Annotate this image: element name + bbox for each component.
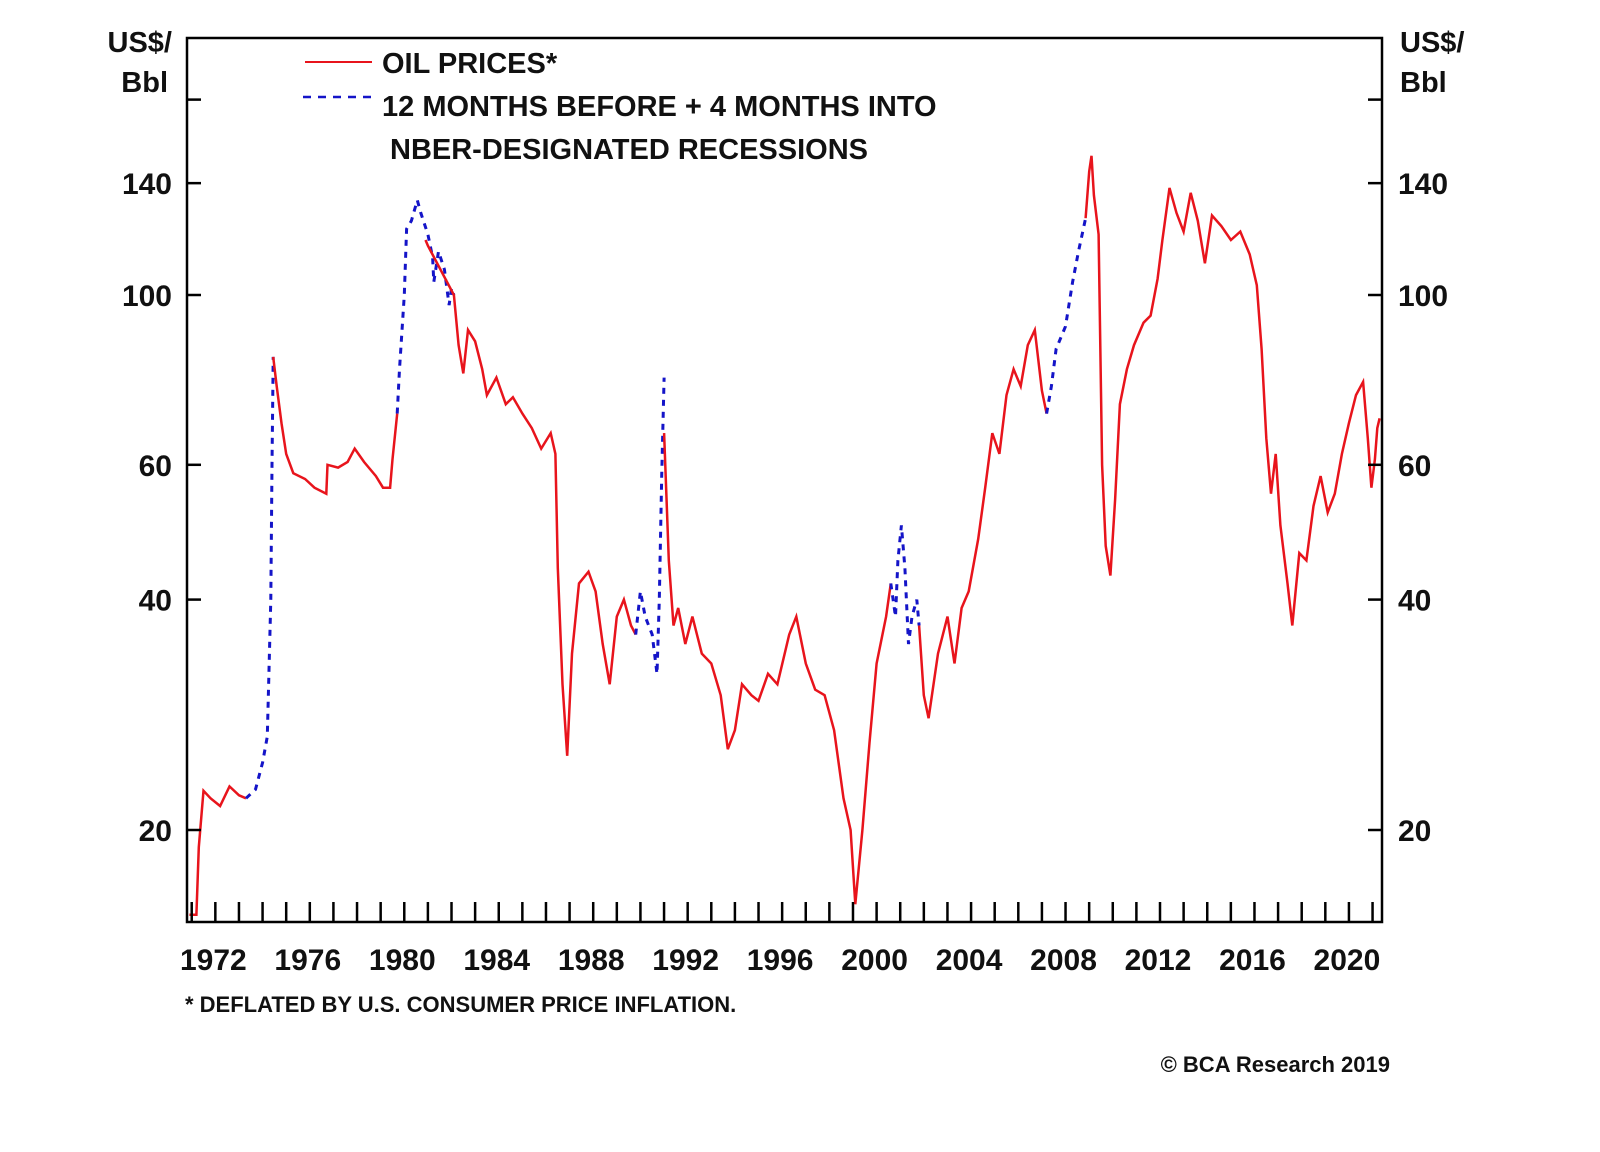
legend: OIL PRICES* 12 MONTHS BEFORE + 4 MONTHS …	[303, 48, 937, 166]
recession-series-segment	[889, 525, 921, 645]
source-credit: © BCA Research 2019	[1161, 1052, 1390, 1077]
oil-price-series-segment	[1084, 155, 1381, 626]
oil-price-series-segment	[424, 239, 637, 756]
y-tick-label-right: 60	[1398, 450, 1431, 483]
oil-price-series-segment	[662, 433, 893, 905]
x-tick-label: 1972	[180, 944, 247, 977]
x-tick-label: 1980	[369, 944, 436, 977]
oil-price-series-segment	[189, 784, 247, 916]
legend-label-recession-line1: 12 MONTHS BEFORE + 4 MONTHS INTO	[382, 91, 937, 123]
x-tick-label: 1996	[747, 944, 814, 977]
y-tick-label-right: 20	[1398, 815, 1431, 848]
legend-label-oil-prices: OIL PRICES*	[382, 48, 558, 80]
recession-series-segment	[1045, 217, 1088, 414]
x-tick-label: 2020	[1314, 944, 1381, 977]
x-tick-label: 2000	[841, 944, 908, 977]
footnote: * DEFLATED BY U.S. CONSUMER PRICE INFLAT…	[185, 992, 736, 1017]
oil-price-series-segment	[271, 356, 399, 496]
y-tick-label-left: 60	[139, 450, 172, 483]
x-tick-label: 1992	[652, 944, 719, 977]
recession-series-segment	[634, 377, 666, 674]
x-tick-label: 2012	[1125, 944, 1192, 977]
y-tick-label-left: 140	[122, 168, 172, 201]
x-tick-label: 1988	[558, 944, 625, 977]
x-tick-label: 1984	[463, 944, 530, 977]
plot-frame	[185, 36, 1384, 924]
y-axis-unit-right-line2: Bbl	[1400, 67, 1447, 99]
y-axis-unit-left-line1: US$/	[108, 27, 172, 59]
x-tick-label: 2004	[936, 944, 1003, 977]
legend-label-recession-line2: NBER-DESIGNATED RECESSIONS	[390, 134, 868, 166]
y-tick-label-left: 40	[139, 585, 172, 618]
x-tick-label: 2008	[1030, 944, 1097, 977]
x-tick-label: 2016	[1219, 944, 1286, 977]
series-layer	[189, 155, 1381, 916]
y-tick-label-left: 20	[139, 815, 172, 848]
recession-series-segment	[395, 194, 456, 414]
x-tick-label: 1976	[274, 944, 341, 977]
y-axis-unit-left-line2: Bbl	[121, 67, 168, 99]
y-tick-label-right: 40	[1398, 585, 1431, 618]
oil-price-series-segment	[917, 325, 1048, 719]
y-tick-label-left: 100	[122, 280, 172, 313]
y-tick-label-right: 100	[1398, 280, 1448, 313]
y-tick-label-right: 140	[1398, 168, 1448, 201]
recession-series-segment	[244, 356, 275, 800]
y-axis-unit-right-line1: US$/	[1400, 27, 1464, 59]
